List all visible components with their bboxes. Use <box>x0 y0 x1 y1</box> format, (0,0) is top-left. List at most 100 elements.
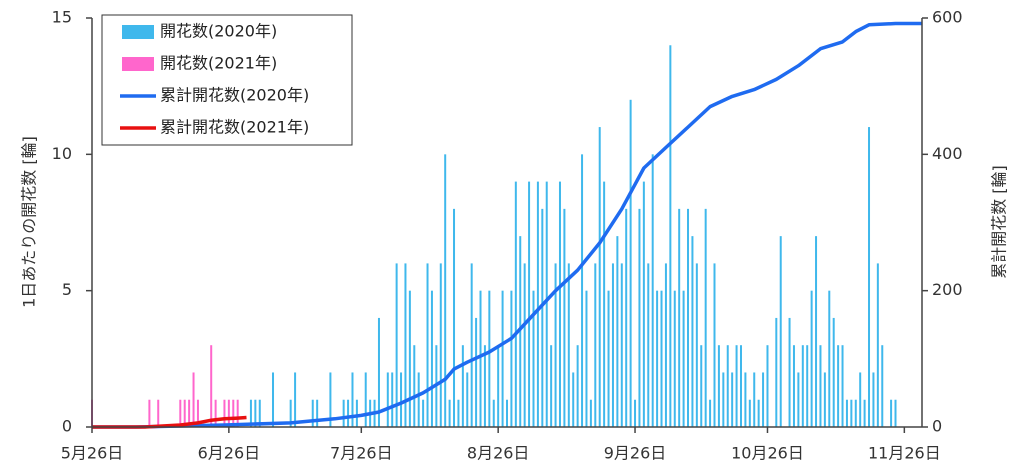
bar <box>342 399 345 427</box>
bar <box>227 399 230 427</box>
x-tick-label: 10月26日 <box>731 444 804 463</box>
bar <box>223 399 226 427</box>
bar <box>806 345 809 427</box>
bar <box>868 127 871 428</box>
bar <box>258 399 261 427</box>
legend-swatch <box>122 25 154 39</box>
bar <box>753 372 756 427</box>
bar <box>563 208 566 427</box>
y-axis-label: 1日あたりの開花数 [輪] <box>20 136 39 308</box>
bar <box>554 263 557 427</box>
bar <box>603 181 606 427</box>
bar <box>461 345 464 427</box>
bar <box>422 399 425 427</box>
bar <box>673 290 676 427</box>
bar <box>404 263 407 427</box>
x-tick-label: 6月26日 <box>198 444 261 463</box>
bar <box>845 399 848 427</box>
bar <box>254 399 257 427</box>
bar <box>236 399 239 427</box>
bar <box>841 345 844 427</box>
bar <box>457 399 460 427</box>
bar <box>541 208 544 427</box>
bar <box>642 181 645 427</box>
bar <box>598 127 601 428</box>
x-tick-label: 7月26日 <box>330 444 393 463</box>
bar <box>876 263 879 427</box>
bar <box>249 399 252 427</box>
bar <box>775 317 778 427</box>
bar <box>717 345 720 427</box>
bar <box>779 236 782 427</box>
bar <box>355 399 358 427</box>
bar <box>439 263 442 427</box>
x-tick-label: 11月26日 <box>868 444 941 463</box>
y2-tick-label: 400 <box>932 144 963 163</box>
bar <box>214 399 217 427</box>
bar <box>585 290 588 427</box>
bar <box>567 263 570 427</box>
bar <box>801 345 804 427</box>
bar <box>872 372 875 427</box>
bar <box>735 345 738 427</box>
bar <box>501 290 504 427</box>
bar <box>669 45 672 428</box>
y-tick-label: 10 <box>52 144 72 163</box>
bar <box>837 345 840 427</box>
bar <box>483 345 486 427</box>
bar <box>620 263 623 427</box>
bar <box>430 290 433 427</box>
bar <box>514 181 517 427</box>
bar <box>651 154 654 428</box>
bar <box>466 372 469 427</box>
bar <box>722 372 725 427</box>
bar <box>400 372 403 427</box>
bar <box>815 236 818 427</box>
bar <box>453 208 456 427</box>
bar <box>625 208 628 427</box>
bar <box>347 399 350 427</box>
x-tick-label: 5月26日 <box>61 444 124 463</box>
bar <box>550 345 553 427</box>
bar <box>391 372 394 427</box>
bar <box>894 399 897 427</box>
bar <box>479 290 482 427</box>
bar <box>607 290 610 427</box>
bar <box>576 345 579 427</box>
bar <box>819 345 822 427</box>
y-tick-label: 5 <box>62 280 72 299</box>
bar <box>748 399 751 427</box>
bar <box>687 208 690 427</box>
bar <box>192 372 195 427</box>
bar <box>656 290 659 427</box>
bar <box>731 372 734 427</box>
bar <box>611 263 614 427</box>
bar <box>148 399 151 427</box>
bar <box>788 317 791 427</box>
bar <box>647 263 650 427</box>
bar <box>682 290 685 427</box>
bar <box>364 372 367 427</box>
bar <box>532 290 535 427</box>
y-tick-label: 15 <box>52 8 72 27</box>
bar <box>386 372 389 427</box>
bar <box>536 181 539 427</box>
bar <box>179 399 182 427</box>
bar <box>448 399 451 427</box>
bar <box>497 345 500 427</box>
bar <box>766 345 769 427</box>
bar <box>545 181 548 427</box>
bar <box>695 263 698 427</box>
bar <box>859 372 862 427</box>
bar <box>726 345 729 427</box>
bar <box>272 372 275 427</box>
bar <box>294 372 297 427</box>
x-tick-label: 9月26日 <box>604 444 667 463</box>
bar <box>890 399 893 427</box>
bar <box>475 317 478 427</box>
bar <box>492 399 495 427</box>
bar <box>660 290 663 427</box>
y2-tick-label: 0 <box>932 417 942 436</box>
bar <box>506 399 508 427</box>
bar <box>395 263 398 427</box>
